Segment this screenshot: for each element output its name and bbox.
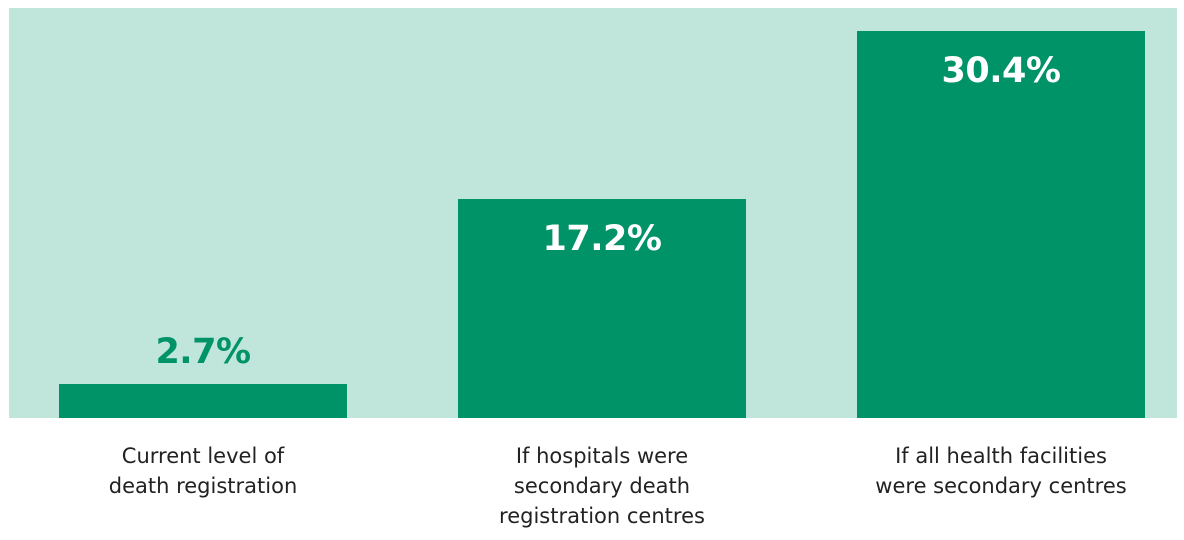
value-label-3: 30.4% [941, 51, 1061, 91]
value-label-1: 2.7% [155, 332, 251, 372]
category-label-line: If hospitals were [515, 444, 689, 468]
bar-2 [458, 199, 746, 418]
category-label-line: registration centres [499, 504, 705, 528]
category-label-2: If hospitals were secondary death registra… [438, 441, 766, 531]
category-label-line: If all health facilities [895, 444, 1107, 468]
category-label-line: were secondary centres [875, 474, 1127, 498]
category-label-line: secondary death [513, 474, 691, 498]
category-label-1: Current level of death registration [39, 441, 367, 501]
bar-3 [857, 31, 1145, 418]
bar-1 [59, 384, 347, 418]
value-label-2: 17.2% [542, 219, 662, 259]
category-label-line: death registration [108, 474, 298, 498]
category-label-line: Current level of [121, 444, 285, 468]
category-label-3: If all health facilities were secondary c… [837, 441, 1165, 501]
